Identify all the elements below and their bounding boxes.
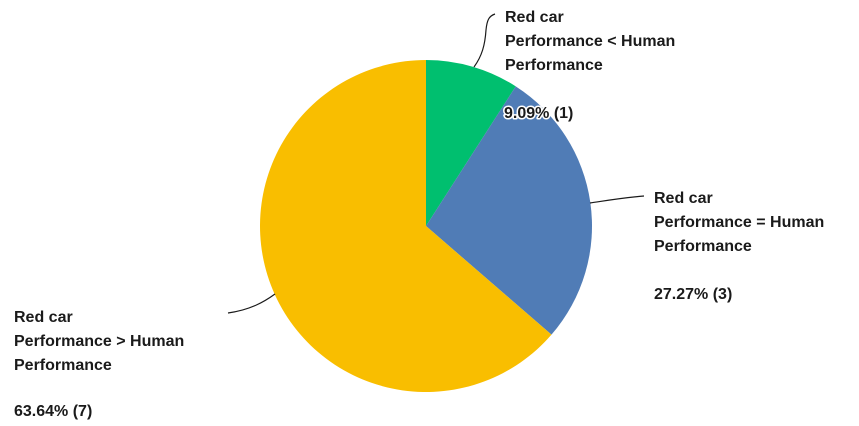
leader-line-equal [589,195,645,204]
slice-label-equal-line-2: Performance = Human [654,214,824,231]
pie-slices [260,60,593,392]
pie-slice-greater [260,60,552,392]
leader-line-greater [227,293,276,314]
leader-lines [227,13,645,314]
slice-label-greater-line-3: Performance [14,357,112,374]
slice-label-less: Red car Performance < Human Performance [505,9,680,74]
leader-line-less [473,13,496,68]
slice-label-equal-line-3: Performance [654,238,752,255]
slice-label-less-line-3: Performance [505,57,603,74]
slice-label-greater: Red car Performance > Human Performance [14,309,189,374]
slice-label-greater-line-1: Red car [14,309,73,326]
slice-label-equal-line-1: Red car [654,190,713,207]
slice-value-equal: 27.27% (3) [654,286,732,303]
slice-label-greater-line-2: Performance > Human [14,333,184,350]
pie-slice-equal [426,86,593,335]
slice-label-less-line-2: Performance < Human [505,33,675,50]
slice-value-greater: 63.64% (7) [14,403,92,420]
slice-label-less-line-1: Red car [505,9,564,26]
pie-slice-less [426,60,516,226]
slice-label-equal: Red car Performance = Human Performance [654,190,829,255]
slice-value-less: 9.09% (1) [504,105,573,122]
